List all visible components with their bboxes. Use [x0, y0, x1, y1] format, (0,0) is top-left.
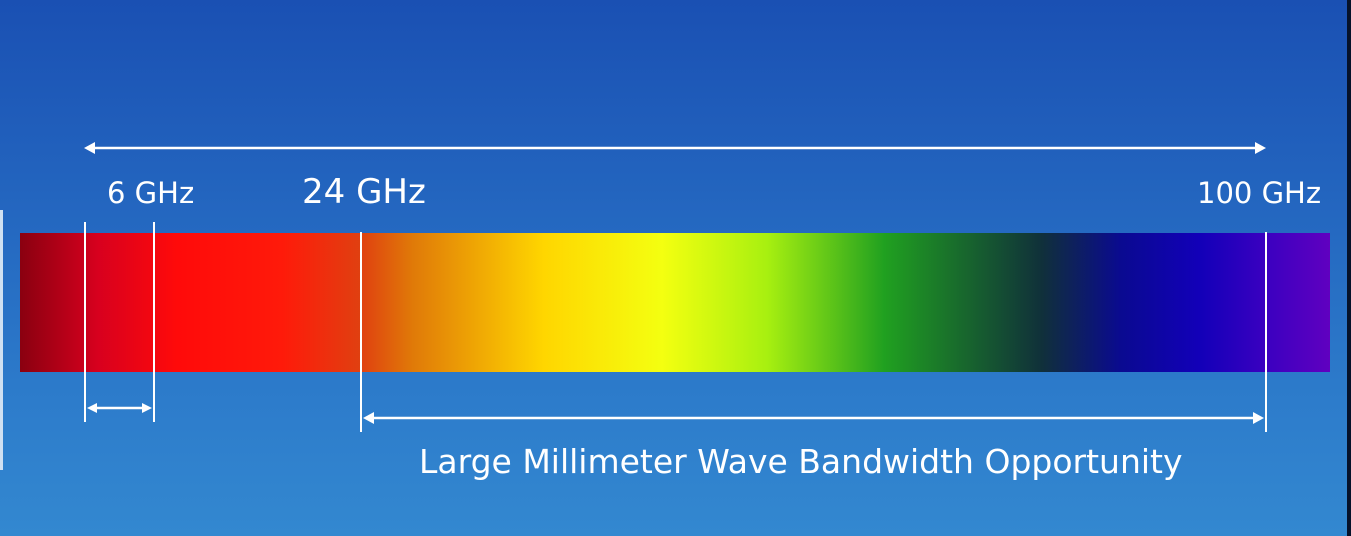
label-100ghz: 100 GHz — [1197, 176, 1321, 210]
frequency-markers — [84, 222, 1267, 432]
mmwave-caption: Large Millimeter Wave Bandwidth Opportun… — [419, 442, 1183, 481]
right-edge — [1347, 0, 1351, 536]
mmwave-band-arrow — [363, 412, 1264, 424]
spectrum-bar — [20, 233, 1330, 372]
full-span-arrow — [84, 142, 1266, 154]
sub6-band-arrow — [87, 403, 152, 413]
label-24ghz: 24 GHz — [302, 172, 426, 212]
left-edge — [0, 210, 3, 470]
label-6ghz: 6 GHz — [107, 176, 194, 210]
